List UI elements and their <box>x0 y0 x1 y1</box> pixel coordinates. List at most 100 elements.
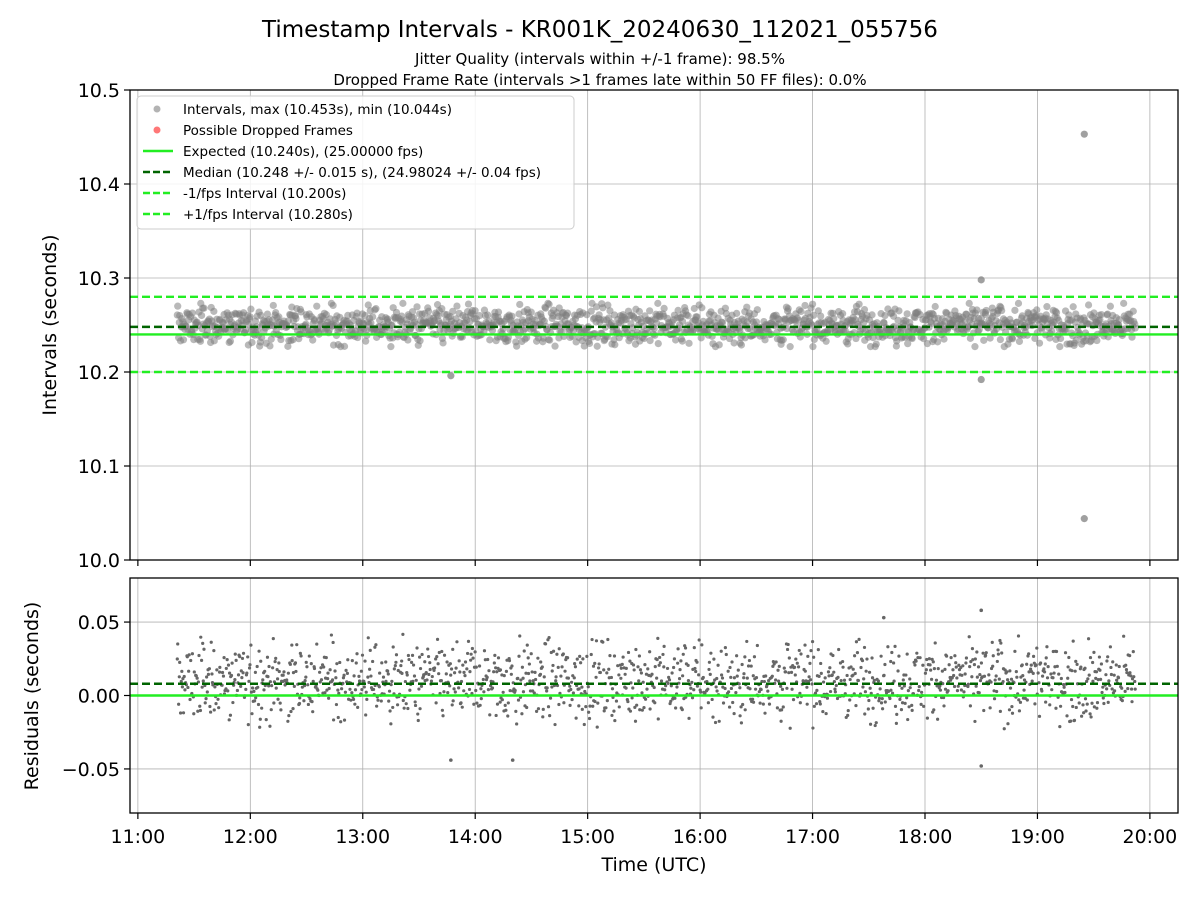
residual-point <box>754 676 759 680</box>
interval-point <box>654 339 662 348</box>
residual-point <box>1113 689 1117 693</box>
residual-point <box>809 678 813 682</box>
residual-point <box>941 695 946 700</box>
x-tick-label: 17:00 <box>785 826 840 848</box>
residual-point <box>460 705 464 709</box>
residual-point <box>402 706 406 710</box>
residual-point <box>297 701 302 706</box>
residual-point <box>805 685 809 689</box>
interval-point <box>188 309 196 317</box>
residual-point <box>995 689 999 694</box>
residual-point <box>226 663 231 667</box>
residual-point <box>859 665 863 670</box>
residual-point <box>863 712 867 716</box>
residual-point <box>396 668 400 673</box>
interval-point <box>730 339 738 347</box>
residual-point <box>853 671 857 676</box>
residual-point <box>1083 666 1087 670</box>
residual-point <box>478 703 482 707</box>
residual-point <box>895 712 899 716</box>
interval-point <box>369 313 377 321</box>
interval-point <box>980 336 988 344</box>
residual-point <box>975 675 979 679</box>
residual-point <box>938 688 943 692</box>
residual-point <box>936 717 940 721</box>
residual-point <box>262 688 266 692</box>
residual-point <box>1133 687 1137 691</box>
residual-point <box>972 662 977 667</box>
residual-point <box>558 691 562 695</box>
residual-point <box>198 708 203 713</box>
residual-point <box>1031 654 1036 658</box>
residual-point <box>814 702 819 706</box>
residual-point <box>1008 669 1012 673</box>
interval-point <box>844 340 852 348</box>
residual-point <box>674 706 678 710</box>
interval-point <box>484 311 492 319</box>
residual-point <box>828 666 832 670</box>
x-tick-label: 14:00 <box>448 826 503 848</box>
residual-point <box>1074 705 1078 710</box>
residual-point <box>554 675 558 679</box>
residual-point <box>528 689 533 693</box>
residual-point <box>230 661 234 665</box>
residual-point <box>922 704 926 708</box>
interval-point <box>309 336 317 344</box>
residual-point <box>525 705 529 710</box>
residual-point <box>439 679 443 683</box>
residual-point <box>374 643 378 647</box>
residual-point <box>1006 722 1010 726</box>
interval-point <box>881 311 889 320</box>
residual-point <box>639 671 643 675</box>
residual-point <box>479 697 483 701</box>
residual-point <box>1110 687 1114 691</box>
residual-point <box>557 647 561 651</box>
residual-point <box>690 696 695 700</box>
residual-point <box>428 667 432 672</box>
interval-point <box>488 326 497 334</box>
residual-point <box>697 673 701 677</box>
interval-point <box>203 327 211 335</box>
residual-point <box>818 700 822 704</box>
residual-point <box>791 698 796 702</box>
residual-point <box>386 672 390 676</box>
residual-point <box>1037 714 1042 718</box>
residual-point <box>412 674 417 678</box>
top-y-tick-label: 10.3 <box>78 268 120 290</box>
residual-point <box>220 670 225 675</box>
residual-point <box>380 661 384 665</box>
residual-point <box>302 699 306 703</box>
residual-point <box>982 674 987 678</box>
residual-point <box>994 674 998 678</box>
residual-point <box>935 684 939 688</box>
residual-point <box>288 662 292 666</box>
residual-point <box>542 675 546 679</box>
residual-point <box>836 675 840 679</box>
residual-point <box>789 670 794 674</box>
residual-point <box>304 675 308 679</box>
interval-point <box>224 326 232 334</box>
residual-point <box>450 703 454 707</box>
residual-point <box>594 675 598 679</box>
residual-point <box>787 656 791 660</box>
residual-point <box>532 691 536 695</box>
residual-point <box>683 646 688 650</box>
residual-point <box>239 684 243 689</box>
residual-point <box>790 687 794 691</box>
residual-point <box>465 651 470 656</box>
interval-point <box>868 311 876 319</box>
residual-point <box>932 666 936 671</box>
residual-point <box>445 660 449 664</box>
residual-point <box>743 708 747 712</box>
residual-point <box>653 665 657 669</box>
residual-point <box>749 664 753 668</box>
residual-point <box>628 709 633 713</box>
interval-point <box>258 334 266 342</box>
residual-point <box>620 662 624 667</box>
residual-point <box>745 639 749 644</box>
interval-point <box>678 337 686 345</box>
residual-point <box>469 658 473 662</box>
residual-point <box>513 688 517 693</box>
residual-point <box>420 652 424 657</box>
top-y-tick-label: 10.1 <box>78 456 120 478</box>
